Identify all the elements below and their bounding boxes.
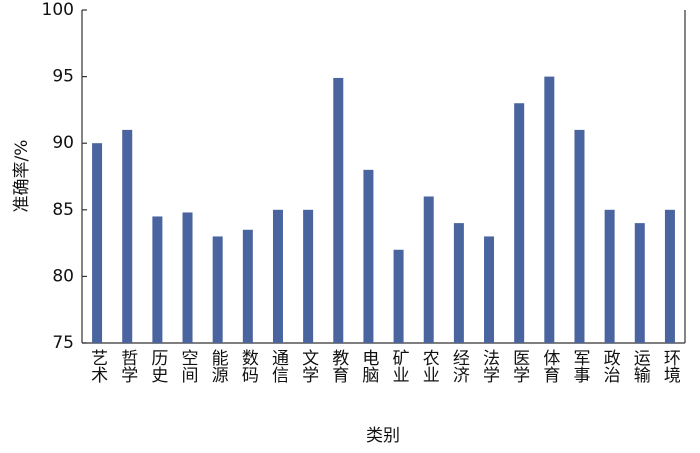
x-tick-label: 哲学 bbox=[117, 349, 138, 383]
x-tick-label: 通信 bbox=[268, 349, 289, 383]
y-tick-label: 80 bbox=[52, 266, 74, 286]
x-tick-label: 经济 bbox=[449, 349, 470, 383]
bar bbox=[544, 76, 555, 343]
x-tick-label: 空间 bbox=[178, 349, 198, 384]
bar bbox=[453, 223, 464, 343]
bar bbox=[303, 209, 314, 343]
bar bbox=[272, 209, 283, 343]
bar bbox=[393, 249, 404, 343]
y-tick-label: 90 bbox=[52, 133, 74, 153]
bar bbox=[634, 223, 645, 343]
y-tick-label: 75 bbox=[52, 333, 74, 353]
y-tick-label: 100 bbox=[42, 0, 74, 20]
x-tick-label: 法学 bbox=[479, 349, 500, 383]
x-tick-label: 体育 bbox=[539, 349, 560, 384]
x-tick-label: 医学 bbox=[509, 349, 529, 383]
x-axis-label: 类别 bbox=[366, 426, 400, 446]
bar bbox=[92, 143, 103, 343]
bar bbox=[514, 103, 525, 344]
x-tick-label: 能源 bbox=[208, 349, 229, 384]
bar bbox=[182, 212, 193, 343]
x-tick-label: 政治 bbox=[600, 349, 621, 383]
x-tick-label: 军事 bbox=[569, 349, 590, 383]
x-tick-label: 电脑 bbox=[358, 349, 379, 384]
bar bbox=[604, 209, 615, 343]
bar bbox=[212, 236, 223, 343]
bar bbox=[574, 129, 585, 343]
y-tick-label: 95 bbox=[52, 67, 74, 87]
bar bbox=[242, 229, 253, 343]
x-tick-label: 文学 bbox=[298, 349, 319, 383]
bar bbox=[333, 77, 344, 343]
x-tick-label: 运输 bbox=[630, 349, 651, 384]
y-axis-label: 准确率/% bbox=[12, 140, 32, 213]
bar bbox=[423, 196, 434, 343]
bar bbox=[484, 236, 495, 343]
x-tick-label: 矿业 bbox=[389, 349, 410, 383]
y-tick-label: 85 bbox=[52, 200, 74, 220]
bar bbox=[363, 169, 374, 343]
bar bbox=[152, 216, 163, 343]
x-tick-label: 历史 bbox=[147, 349, 168, 384]
x-tick-label: 环境 bbox=[660, 349, 681, 383]
x-tick-label: 农业 bbox=[419, 349, 440, 383]
bar bbox=[122, 129, 133, 343]
bar bbox=[664, 209, 675, 343]
x-tick-label: 教育 bbox=[328, 349, 349, 384]
x-tick-label: 数码 bbox=[238, 349, 259, 384]
x-tick-label: 艺术 bbox=[87, 349, 108, 383]
